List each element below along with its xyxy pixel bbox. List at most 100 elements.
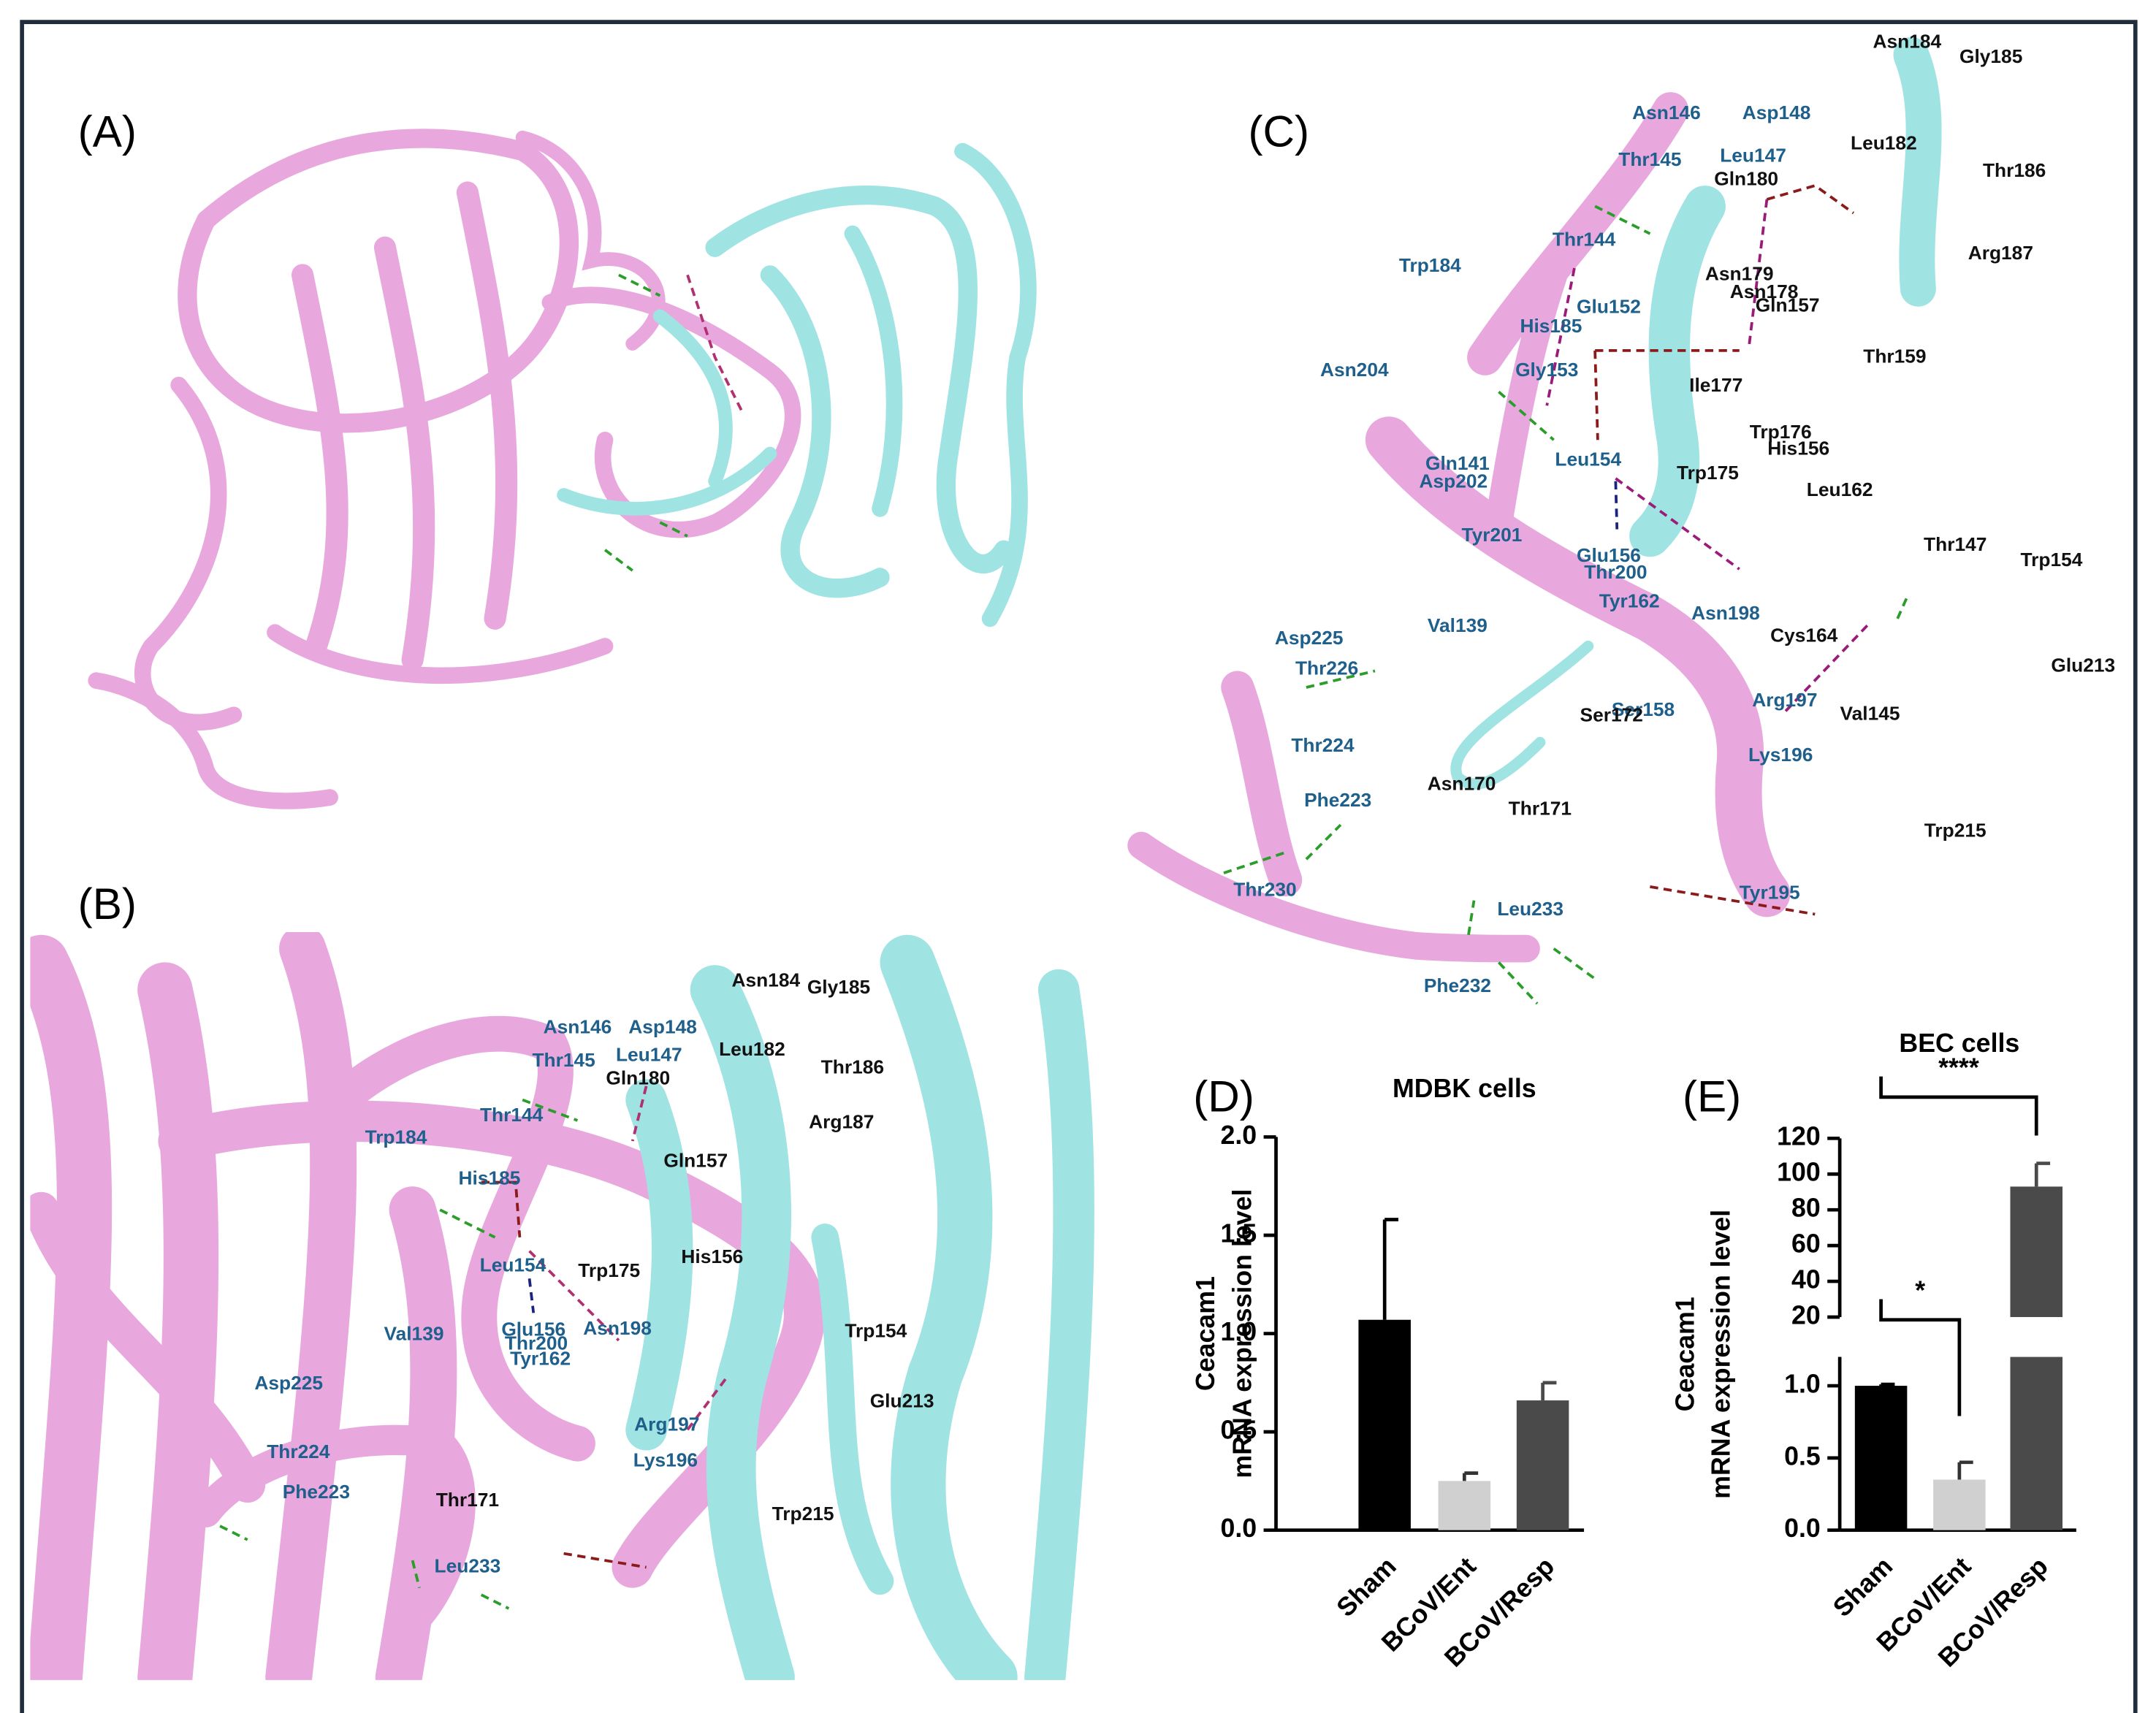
residue-label: Asn198: [1691, 602, 1760, 624]
residue-label: Arg197: [1752, 689, 1817, 711]
y-tick-label: 80: [1791, 1194, 1821, 1223]
residue-label: Leu154: [480, 1254, 546, 1275]
y-axis-label: mRNA expression level: [1707, 1210, 1736, 1499]
residue-label: Asp225: [254, 1372, 323, 1394]
panel-label: (B): [78, 879, 137, 928]
residue-label: Thr230: [1233, 879, 1296, 901]
residue-label: Ser158: [1612, 698, 1675, 720]
residue-label: Trp184: [365, 1126, 427, 1148]
residue-label: Asn184: [1873, 30, 1942, 52]
structure-b: [30, 932, 1094, 1680]
residue-label: Thr186: [821, 1056, 884, 1077]
residue-label: Arg197: [634, 1413, 699, 1435]
residue-label: Thr226: [1295, 657, 1358, 679]
residue-label: Gly185: [807, 976, 870, 998]
panel-label: (C): [1248, 106, 1309, 156]
residue-label: Ile177: [1689, 374, 1742, 396]
residue-label: Trp154: [2021, 549, 2083, 571]
significance-bracket: [1879, 1076, 2038, 1136]
panel-label: (D): [1193, 1072, 1254, 1121]
y-axis-label: mRNA expression level: [1228, 1189, 1257, 1479]
residue-label: Val139: [1428, 614, 1488, 636]
residue-label: Leu147: [616, 1043, 682, 1065]
residue-labels: Asn146 Asp148 Thr145 Leu147 Thr144 Trp184 His1…: [254, 30, 2115, 1576]
residue-label: Leu182: [719, 1038, 785, 1060]
residue-label: Thr145: [532, 1049, 595, 1071]
bar: [2010, 1186, 2063, 1317]
residue-label: Asn146: [544, 1016, 612, 1038]
residue-label: Thr171: [436, 1489, 499, 1511]
bar: [1854, 1386, 1908, 1530]
residue-label: Leu182: [1851, 132, 1917, 154]
y-tick-label: 0.5: [1784, 1441, 1821, 1470]
residue-label: Lys196: [1748, 744, 1813, 766]
residue-label: Gln141: [1425, 452, 1490, 474]
residue-label: Glu156: [501, 1319, 565, 1340]
y-tick-label: 0.0: [1784, 1514, 1821, 1543]
residue-label: Trp175: [1677, 462, 1739, 484]
bar: [1933, 1479, 1986, 1530]
y-tick-label: 1.0: [1220, 1317, 1257, 1346]
y-tick-label: 0.0: [1220, 1514, 1257, 1543]
residue-label: Asn204: [1320, 359, 1389, 381]
bar: [1516, 1400, 1569, 1530]
structure-c: [1127, 37, 1942, 1005]
residue-label: Thr200: [1584, 561, 1647, 583]
y-tick-label: 100: [1777, 1158, 1821, 1187]
residue-label: Asn179: [1705, 262, 1774, 284]
residue-label: His156: [1767, 437, 1829, 459]
residue-label: Cys164: [1770, 624, 1838, 646]
residue-label: Trp215: [772, 1503, 834, 1525]
residue-label: Glu213: [2051, 655, 2115, 676]
panel-label: (E): [1683, 1072, 1741, 1121]
residue-label: Asp225: [1275, 627, 1344, 649]
residue-label: Asp148: [628, 1016, 697, 1038]
residue-label: Tyr162: [510, 1347, 571, 1369]
structure-a: [88, 129, 1037, 809]
residue-label: Trp215: [1924, 820, 1987, 842]
residue-label: Tyr201: [1462, 524, 1523, 546]
residue-label: Val139: [384, 1322, 443, 1344]
significance-bracket: [1879, 1299, 1962, 1416]
y-axis-label: Ceacam1: [1671, 1297, 1700, 1411]
error-bar: [1879, 1382, 1895, 1386]
error-bar: [1462, 1471, 1479, 1481]
residue-label: Asp148: [1742, 102, 1811, 123]
residue-label: Thr186: [1983, 159, 2046, 181]
residue-label: Asp202: [1419, 470, 1488, 492]
error-bar: [1382, 1218, 1399, 1320]
residue-label: Ser172: [1580, 703, 1643, 725]
residue-label: Thr144: [480, 1104, 544, 1126]
residue-label: Phe223: [1304, 789, 1371, 811]
residue-label: Asn170: [1428, 773, 1496, 795]
residue-label: Gly153: [1515, 359, 1578, 381]
residue-label: Phe232: [1424, 974, 1491, 996]
residue-label: Glu213: [870, 1390, 934, 1412]
y-tick-label: 120: [1777, 1122, 1821, 1151]
residue-label: Val145: [1840, 703, 1900, 725]
residue-label: Gln157: [663, 1149, 728, 1171]
bar: [2010, 1357, 2063, 1530]
significance-label: ****: [1938, 1053, 1979, 1083]
residue-label: Trp176: [1750, 421, 1812, 443]
residue-label: Thr145: [1618, 148, 1681, 170]
residue-label: Asn184: [731, 969, 800, 991]
residue-label: Thr147: [1924, 533, 1987, 555]
residue-label: Leu162: [1807, 478, 1873, 500]
y-tick-label: 0.5: [1220, 1416, 1257, 1445]
residue-label: Gln180: [606, 1067, 670, 1088]
bar: [1358, 1319, 1411, 1530]
residue-label: Leu154: [1555, 448, 1621, 470]
y-tick-label: 1.5: [1220, 1218, 1257, 1248]
residue-label: Phe223: [283, 1481, 350, 1503]
residue-label: Arg187: [1968, 242, 2033, 264]
y-tick-label: 20: [1791, 1300, 1821, 1329]
residue-label: Glu156: [1577, 544, 1641, 566]
significance-label: *: [1915, 1276, 1925, 1305]
residue-label: Trp154: [845, 1320, 907, 1342]
residue-label: Thr144: [1553, 228, 1616, 250]
residue-label: Gly185: [1959, 45, 2022, 67]
residue-label: Glu152: [1577, 296, 1641, 318]
frame: [20, 20, 2138, 1713]
error-bar: [1541, 1381, 1557, 1401]
